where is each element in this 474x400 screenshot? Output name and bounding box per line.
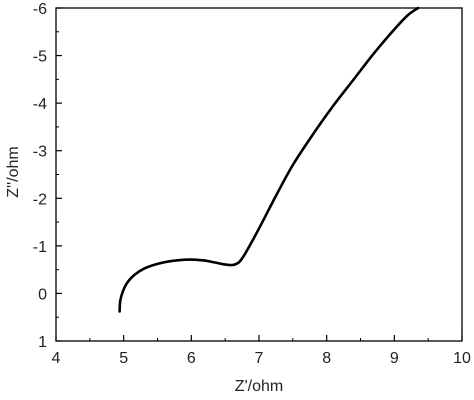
y-tick-label: -4: [33, 96, 47, 113]
y-tick-label: -6: [33, 1, 47, 18]
x-tick-label: 4: [52, 350, 61, 367]
y-tick-label: -1: [33, 239, 47, 256]
impedance-series-line: [118, 6, 420, 313]
axes: [55, 7, 463, 342]
y-tick-label: -2: [33, 191, 47, 208]
x-tick-label: 10: [453, 350, 471, 367]
x-tick-label: 7: [255, 350, 264, 367]
series: [118, 6, 420, 313]
y-tick-label: 1: [38, 334, 47, 351]
y-tick-label: -5: [33, 49, 47, 66]
y-axis-label: Z''/ohm: [5, 146, 22, 197]
y-tick-label: 0: [38, 286, 47, 303]
x-tick-label: 6: [187, 350, 196, 367]
x-tick-label: 9: [390, 350, 399, 367]
x-tick-label: 5: [119, 350, 128, 367]
ticks: [55, 7, 463, 342]
x-tick-label: 8: [322, 350, 331, 367]
plot-frame: [55, 7, 463, 342]
y-tick-label: -3: [33, 144, 47, 161]
x-axis-label: Z'/ohm: [235, 378, 283, 395]
